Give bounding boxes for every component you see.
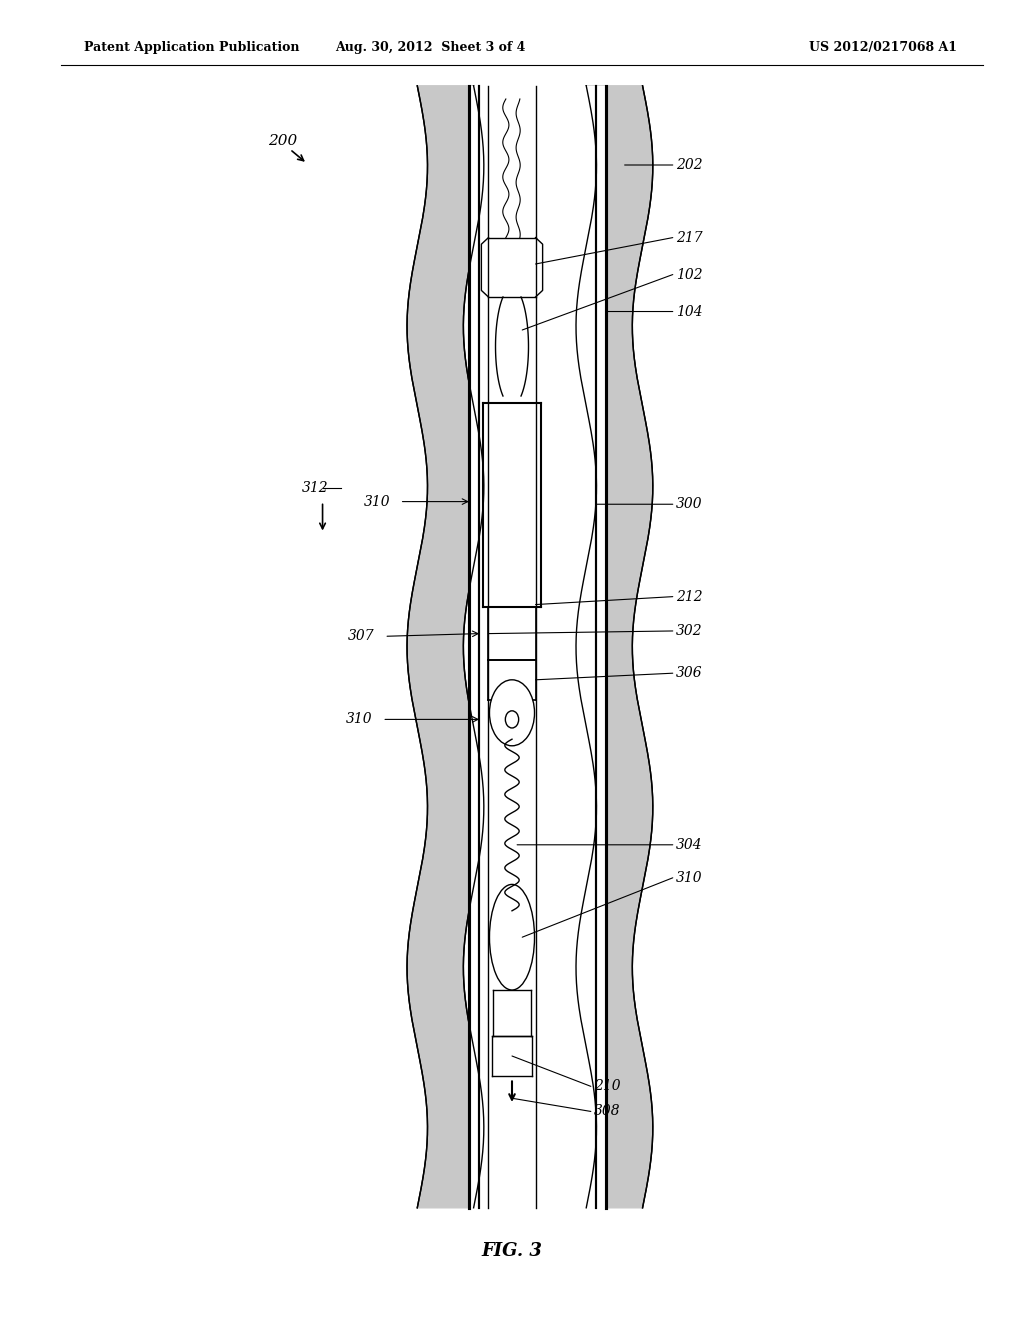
Text: 310: 310 [346,713,373,726]
Circle shape [506,710,518,729]
Text: 308: 308 [594,1105,621,1118]
Text: 310: 310 [364,495,390,508]
Text: 310: 310 [676,871,702,884]
Text: 307: 307 [348,630,375,643]
Text: 212: 212 [676,590,702,603]
Text: US 2012/0217068 A1: US 2012/0217068 A1 [809,41,957,54]
Polygon shape [577,86,652,1208]
Text: 210: 210 [594,1080,621,1093]
Text: 104: 104 [676,305,702,318]
Text: Aug. 30, 2012  Sheet 3 of 4: Aug. 30, 2012 Sheet 3 of 4 [335,41,525,54]
Text: 217: 217 [676,231,702,244]
Text: 312: 312 [302,482,329,495]
Text: 200: 200 [268,135,298,148]
Text: 102: 102 [676,268,702,281]
Text: 306: 306 [676,667,702,680]
Text: 304: 304 [676,838,702,851]
Text: Patent Application Publication: Patent Application Publication [84,41,299,54]
Ellipse shape [489,680,535,746]
Polygon shape [408,86,483,1208]
Text: 202: 202 [676,158,702,172]
Text: 300: 300 [676,498,702,511]
Ellipse shape [489,884,535,990]
Text: 302: 302 [676,624,702,638]
Text: FIG. 3: FIG. 3 [481,1242,543,1261]
